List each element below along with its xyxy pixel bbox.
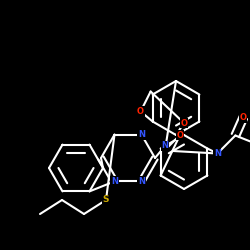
Text: S: S <box>103 196 109 204</box>
Text: N: N <box>111 177 118 186</box>
Text: N: N <box>138 177 145 186</box>
Text: O: O <box>240 113 247 122</box>
Text: N: N <box>138 130 145 139</box>
Text: N: N <box>214 149 221 158</box>
Text: O: O <box>180 118 188 128</box>
Text: O: O <box>176 130 184 140</box>
Text: O: O <box>137 107 144 116</box>
Text: N: N <box>162 142 168 150</box>
